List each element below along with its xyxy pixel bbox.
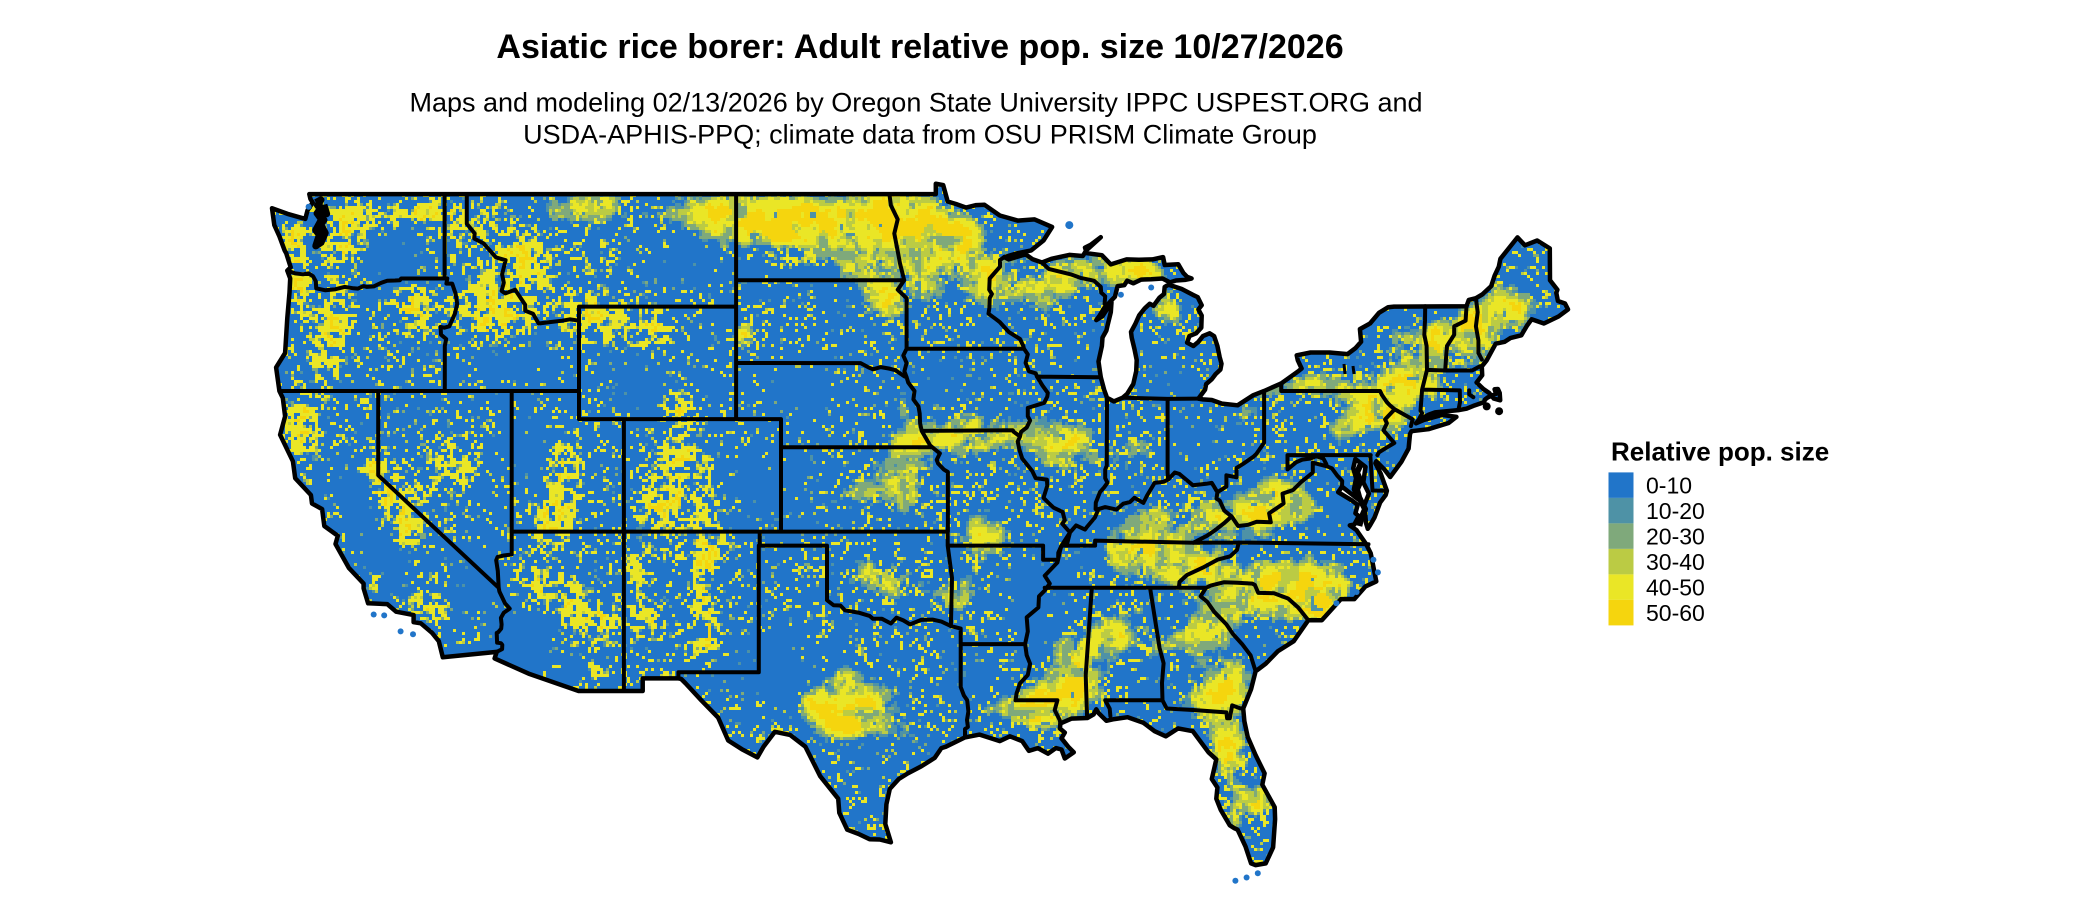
svg-text:USDA-APHIS-PPQ; climate data f: USDA-APHIS-PPQ; climate data from OSU PR… (523, 120, 1317, 150)
svg-text:Relative pop. size: Relative pop. size (1611, 437, 1829, 467)
svg-text:40-50: 40-50 (1646, 575, 1705, 601)
svg-text:Asiatic rice borer: Adult rela: Asiatic rice borer: Adult relative pop. … (496, 28, 1343, 66)
svg-text:Maps and modeling 02/13/2026 b: Maps and modeling 02/13/2026 by Oregon S… (409, 88, 1422, 118)
svg-text:50-60: 50-60 (1646, 600, 1705, 626)
svg-text:20-30: 20-30 (1646, 524, 1705, 550)
svg-text:0-10: 0-10 (1646, 473, 1692, 499)
svg-text:10-20: 10-20 (1646, 498, 1705, 524)
svg-text:30-40: 30-40 (1646, 549, 1705, 575)
